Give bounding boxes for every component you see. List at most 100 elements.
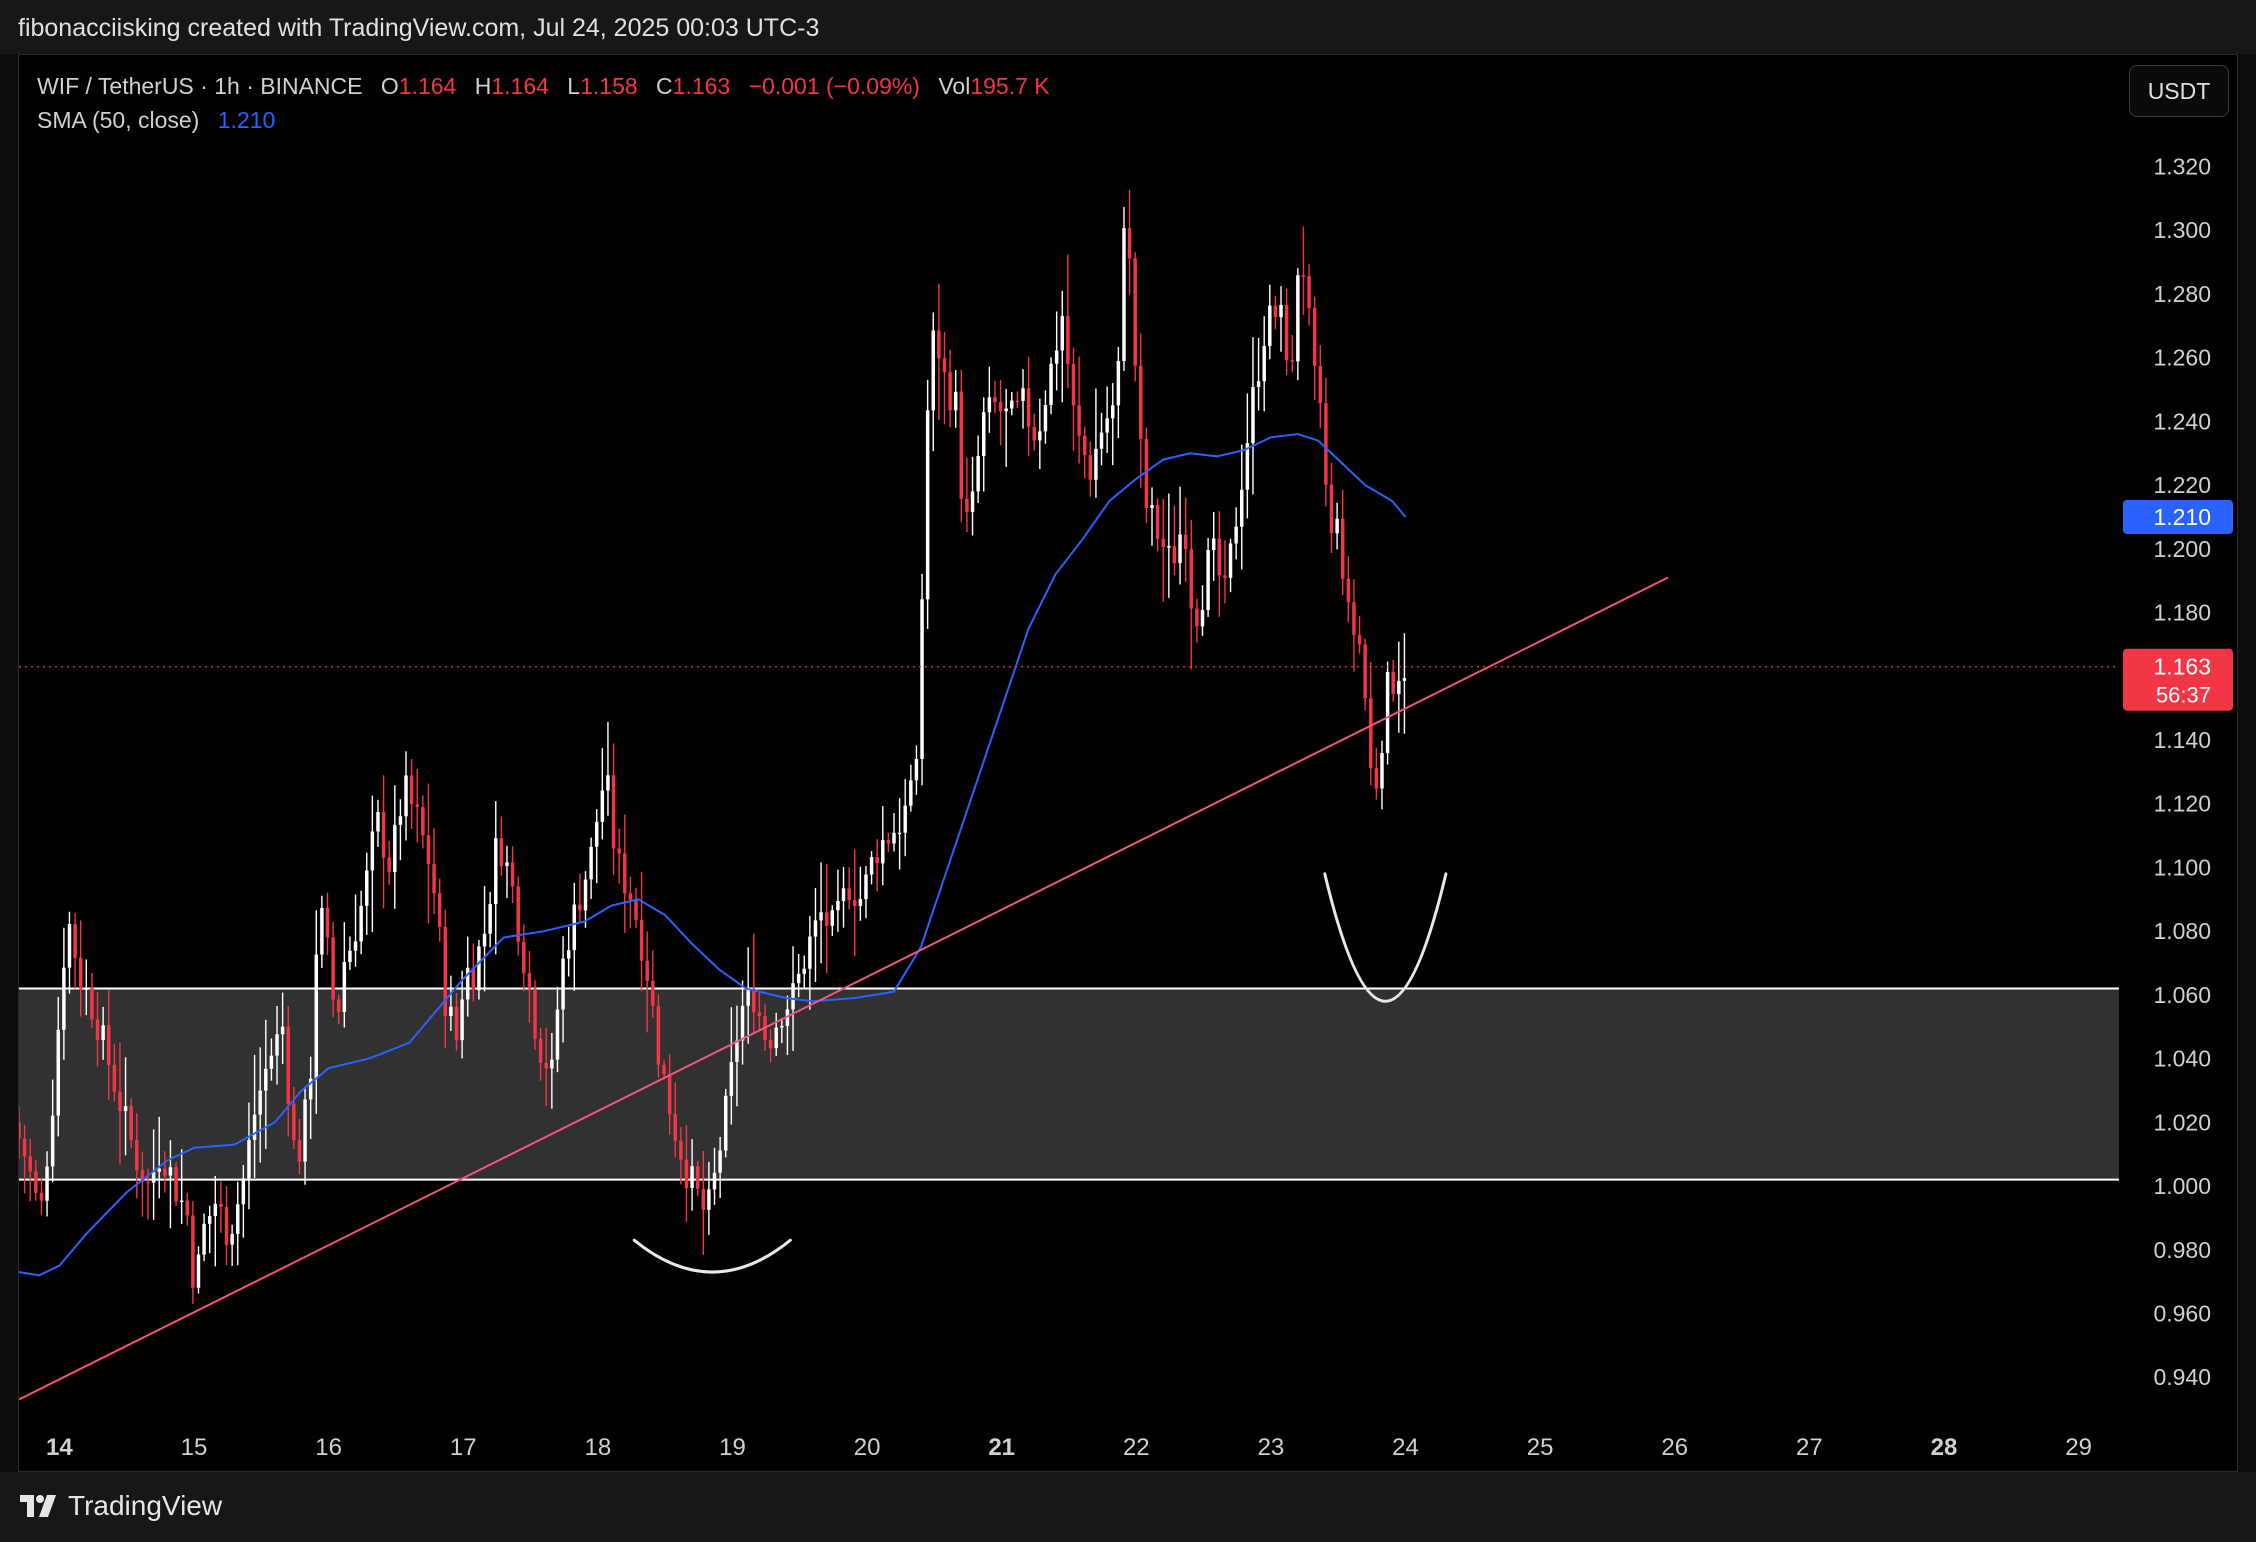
tradingview-brand[interactable]: TradingView: [20, 1490, 222, 1522]
candle-body[interactable]: [701, 1188, 706, 1210]
candle-body[interactable]: [533, 988, 537, 1039]
candle-body[interactable]: [729, 1061, 734, 1096]
candle-body[interactable]: [1245, 443, 1250, 490]
candle-body[interactable]: [881, 840, 885, 864]
candle-body[interactable]: [1217, 538, 1222, 576]
candle-body[interactable]: [207, 1216, 212, 1224]
candle-body[interactable]: [202, 1223, 206, 1255]
candle-body[interactable]: [297, 1140, 302, 1162]
candle-body[interactable]: [1116, 360, 1121, 406]
candle-body[interactable]: [1054, 350, 1059, 364]
candle-body[interactable]: [62, 967, 66, 1030]
candle-body[interactable]: [1043, 404, 1048, 432]
candle-body[interactable]: [550, 1059, 554, 1069]
candle-body[interactable]: [522, 941, 526, 974]
candle-body[interactable]: [1183, 534, 1188, 550]
candle-body[interactable]: [824, 912, 829, 926]
candle-body[interactable]: [393, 824, 397, 873]
candle-body[interactable]: [269, 1055, 274, 1069]
candle-body[interactable]: [1172, 546, 1177, 564]
candle-body[interactable]: [308, 1078, 313, 1100]
candle-body[interactable]: [151, 1171, 156, 1183]
chart-panel[interactable]: 1.3401.3201.3001.2801.2601.2401.2201.200…: [18, 54, 2238, 1472]
candle-body[interactable]: [443, 926, 448, 1017]
candle-body[interactable]: [342, 962, 347, 1012]
candle-body[interactable]: [449, 1006, 453, 1017]
candle-body[interactable]: [897, 832, 902, 835]
bounce-arc-1[interactable]: [632, 1238, 792, 1274]
candle-body[interactable]: [1088, 455, 1093, 480]
candle-body[interactable]: [381, 812, 386, 858]
candle-body[interactable]: [1010, 400, 1014, 409]
candle-body[interactable]: [690, 1166, 694, 1189]
price-chart[interactable]: 1.3401.3201.3001.2801.2601.2401.2201.200…: [19, 55, 2239, 1473]
candle-body[interactable]: [1161, 538, 1165, 548]
bounce-arc-2[interactable]: [1323, 872, 1448, 1003]
candle-body[interactable]: [510, 862, 515, 887]
candle-body[interactable]: [1290, 360, 1294, 362]
candle-body[interactable]: [1296, 275, 1300, 362]
candle-body[interactable]: [1284, 304, 1289, 361]
support-trendline[interactable]: [19, 576, 1669, 1401]
candle-body[interactable]: [852, 900, 857, 906]
candle-body[interactable]: [1195, 608, 1199, 627]
candle-body[interactable]: [1352, 602, 1356, 635]
candle-body[interactable]: [639, 919, 644, 961]
candle-body[interactable]: [847, 888, 851, 901]
candle-body[interactable]: [370, 831, 375, 871]
candle-body[interactable]: [1385, 672, 1390, 754]
candle-body[interactable]: [1189, 549, 1194, 609]
candle-body[interactable]: [808, 936, 812, 969]
candle-body[interactable]: [892, 832, 896, 844]
candle-body[interactable]: [353, 941, 358, 951]
candle-body[interactable]: [19, 1122, 21, 1139]
candle-body[interactable]: [578, 904, 582, 911]
candle-body[interactable]: [73, 924, 77, 959]
candle-body[interactable]: [454, 1006, 459, 1041]
candle-body[interactable]: [836, 900, 840, 911]
candle-body[interactable]: [1038, 431, 1042, 441]
candle-body[interactable]: [437, 893, 442, 927]
candle-body[interactable]: [735, 1040, 739, 1062]
candle-body[interactable]: [987, 397, 992, 413]
candle-body[interactable]: [409, 775, 414, 805]
candle-body[interactable]: [864, 874, 868, 900]
candle-body[interactable]: [667, 1073, 672, 1115]
candle-body[interactable]: [780, 1025, 784, 1028]
candle-body[interactable]: [791, 983, 795, 1010]
symbol-label[interactable]: WIF / TetherUS · 1h · BINANCE: [37, 73, 363, 99]
candle-body[interactable]: [684, 1159, 689, 1189]
candle-body[interactable]: [241, 1178, 246, 1205]
candle-body[interactable]: [39, 1192, 44, 1201]
candle-body[interactable]: [920, 599, 924, 760]
candle-body[interactable]: [236, 1204, 240, 1234]
candle-body[interactable]: [1200, 609, 1205, 627]
candle-body[interactable]: [376, 812, 380, 832]
candle-body[interactable]: [925, 410, 930, 600]
candle-body[interactable]: [538, 1038, 543, 1063]
candle-body[interactable]: [1228, 543, 1233, 578]
candle-body[interactable]: [752, 988, 756, 1013]
candle-body[interactable]: [723, 1095, 728, 1151]
candle-body[interactable]: [1279, 304, 1283, 317]
candle-body[interactable]: [1268, 305, 1272, 346]
candle-body[interactable]: [1301, 275, 1306, 277]
candle-body[interactable]: [830, 910, 835, 926]
candle-body[interactable]: [247, 1140, 251, 1179]
candle-body[interactable]: [1397, 680, 1401, 695]
candle-body[interactable]: [22, 1138, 27, 1157]
candle-body[interactable]: [1099, 432, 1104, 449]
candle-body[interactable]: [544, 1062, 548, 1069]
candle-body[interactable]: [415, 804, 419, 808]
candle-body[interactable]: [970, 491, 975, 512]
candle-body[interactable]: [606, 775, 610, 791]
candle-body[interactable]: [67, 924, 72, 968]
candle-body[interactable]: [695, 1166, 700, 1189]
candle-body[interactable]: [774, 1027, 778, 1049]
candle-body[interactable]: [477, 946, 481, 991]
candle-body[interactable]: [1060, 316, 1065, 351]
candle-body[interactable]: [1049, 363, 1053, 405]
candle-body[interactable]: [1155, 505, 1160, 539]
candle-body[interactable]: [903, 805, 907, 833]
candle-body[interactable]: [1127, 228, 1132, 259]
